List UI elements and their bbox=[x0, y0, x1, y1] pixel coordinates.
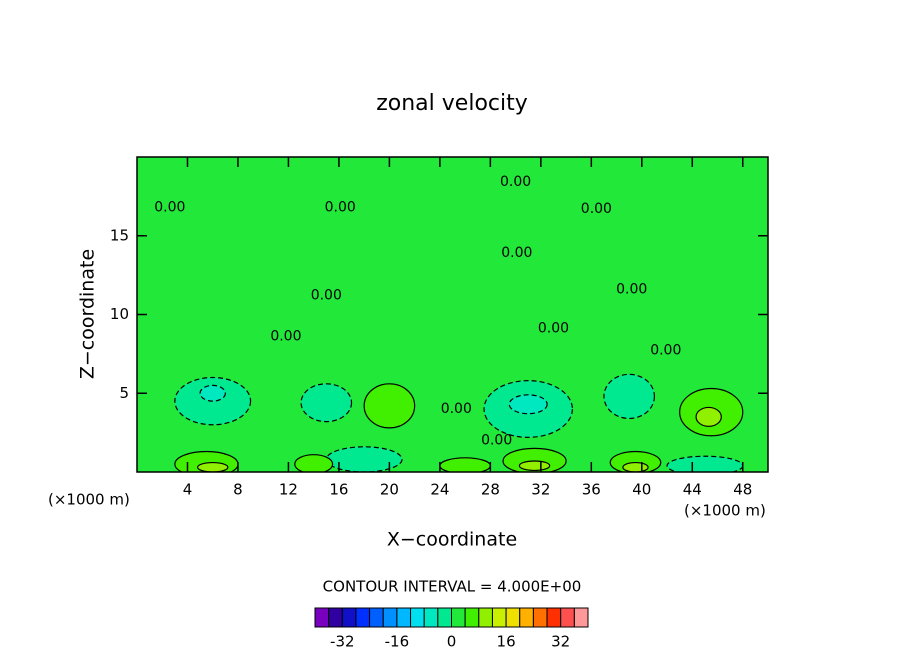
colorbar-box bbox=[328, 607, 343, 628]
x-tick-label: 12 bbox=[279, 481, 298, 499]
contour-region bbox=[196, 461, 229, 472]
contour-region bbox=[300, 383, 353, 423]
x-unit-label: (×1000 m) bbox=[684, 502, 766, 520]
x-tick-label: 48 bbox=[733, 481, 752, 499]
colorbar-box bbox=[369, 607, 384, 628]
contour-label: 0.00 bbox=[650, 343, 681, 359]
contour-label: 0.00 bbox=[270, 329, 301, 345]
x-tick-label: 4 bbox=[183, 481, 193, 499]
contour-region bbox=[518, 460, 551, 472]
contour-label: 0.00 bbox=[500, 174, 531, 190]
contour-interval: CONTOUR INTERVAL = 4.000E+00 bbox=[323, 578, 582, 596]
contour-region bbox=[603, 373, 656, 420]
colorbar-box bbox=[437, 607, 453, 628]
colorbar-box bbox=[451, 607, 466, 628]
contour-region bbox=[502, 447, 567, 472]
x-axis-label: X−coordinate bbox=[387, 529, 517, 551]
contour-region bbox=[325, 446, 403, 472]
contour-label: 0.00 bbox=[581, 201, 612, 217]
x-tick-label: 16 bbox=[329, 481, 348, 499]
colorbar-box bbox=[546, 607, 562, 628]
colorbar-tick-label: 16 bbox=[497, 633, 516, 651]
y-tick-label: 10 bbox=[110, 305, 129, 323]
contour-region bbox=[363, 383, 416, 429]
colorbar-box bbox=[491, 607, 507, 628]
x-tick-label: 8 bbox=[233, 481, 243, 499]
contour-label: 0.00 bbox=[501, 245, 532, 261]
x-tick-label: 36 bbox=[582, 481, 601, 499]
colorbar-box bbox=[573, 607, 589, 628]
colorbar-tick-label: -32 bbox=[330, 633, 355, 651]
contour-region bbox=[508, 394, 548, 415]
contour-label: 0.00 bbox=[616, 281, 647, 297]
colorbar-box bbox=[423, 607, 439, 628]
colorbar-tick-label: 32 bbox=[551, 633, 570, 651]
contour-region bbox=[439, 457, 491, 472]
colorbar-box bbox=[505, 607, 521, 628]
colorbar-tick-label: 0 bbox=[447, 633, 457, 651]
contour-label: 0.00 bbox=[325, 199, 356, 215]
contour-label: 0.00 bbox=[538, 321, 569, 337]
x-tick-label: 24 bbox=[430, 481, 449, 499]
y-axis-label: Z−coordinate bbox=[77, 249, 99, 379]
x-tick-label: 44 bbox=[683, 481, 702, 499]
x-tick-label: 40 bbox=[632, 481, 651, 499]
colorbar-box bbox=[341, 607, 357, 628]
chart-title: zonal velocity bbox=[376, 91, 528, 116]
field-background bbox=[137, 157, 768, 472]
colorbar-tick-label: -16 bbox=[385, 633, 410, 651]
colorbar-box bbox=[396, 607, 412, 628]
x-tick-label: 20 bbox=[380, 481, 399, 499]
contour-region bbox=[199, 384, 226, 402]
colorbar-box bbox=[382, 607, 398, 628]
contour-label: 0.00 bbox=[441, 401, 472, 417]
contour-region bbox=[695, 406, 722, 427]
contour-region bbox=[294, 454, 334, 472]
colorbar-box bbox=[355, 607, 371, 628]
field: 0.00 0.00 0.00 0.00 0.00 0.00 0.00 0.00 0.00 0.00… bbox=[137, 157, 768, 472]
colorbar-box bbox=[519, 607, 534, 628]
contour-region bbox=[622, 461, 649, 472]
y-tick-label: 5 bbox=[119, 384, 129, 402]
y-tick-label: 15 bbox=[110, 226, 129, 244]
colorbar-box bbox=[560, 607, 575, 628]
x-tick-label: 32 bbox=[531, 481, 550, 499]
x-tick-label: 28 bbox=[481, 481, 500, 499]
y-unit-label: (×1000 m) bbox=[48, 491, 130, 509]
colorbar-box bbox=[464, 607, 480, 628]
colorbar-box bbox=[478, 607, 493, 628]
contour-label: 0.00 bbox=[481, 433, 512, 449]
contour-label: 0.00 bbox=[311, 288, 342, 304]
colorbar-box bbox=[410, 607, 425, 628]
contour-label: 0.00 bbox=[154, 199, 185, 215]
colorbar-box bbox=[314, 607, 330, 628]
colorbar-box bbox=[532, 607, 548, 628]
